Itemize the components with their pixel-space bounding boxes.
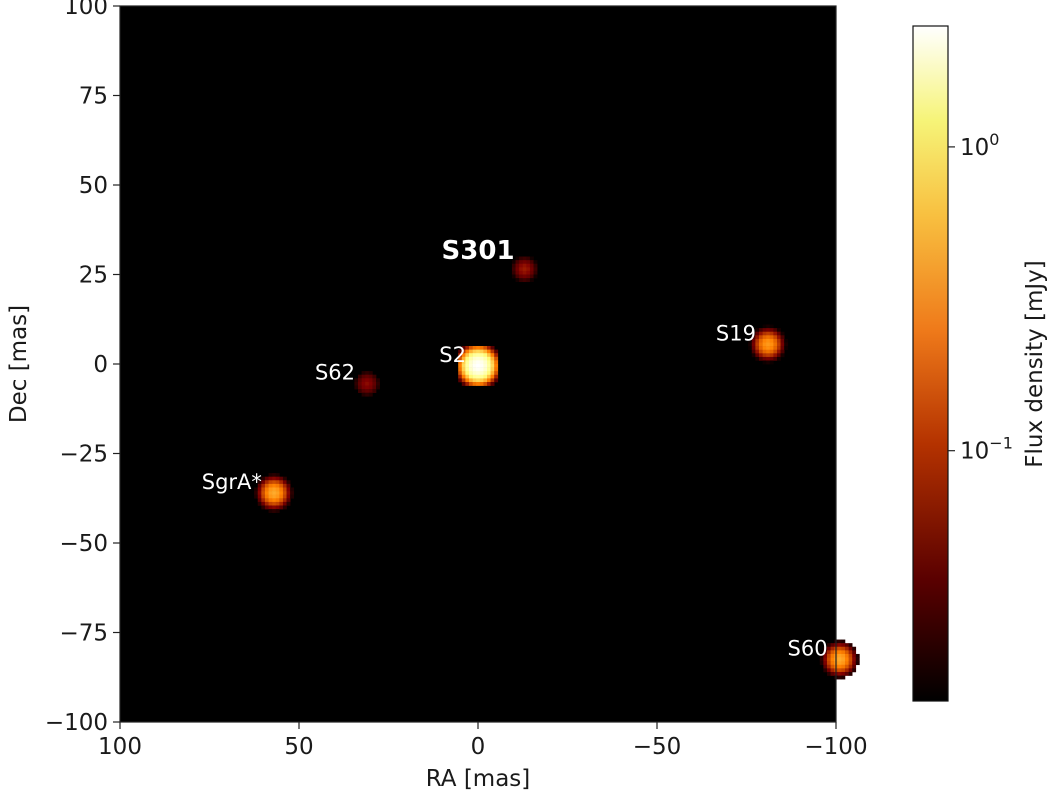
x-tick-label: 100 bbox=[98, 734, 142, 760]
x-tick-label: 0 bbox=[471, 734, 486, 760]
colorbar bbox=[912, 25, 949, 702]
source-s301 bbox=[511, 256, 538, 283]
x-axis-ticks: 100 50 0 −50 −100 bbox=[98, 722, 868, 760]
y-tick-label: 50 bbox=[79, 173, 108, 199]
source-label: S2 bbox=[439, 343, 466, 367]
y-tick-label: 100 bbox=[64, 0, 108, 20]
x-tick-label: −100 bbox=[804, 734, 867, 760]
y-axis-label: Dec [mas] bbox=[6, 305, 32, 423]
x-axis-label: RA [mas] bbox=[426, 766, 531, 792]
x-tick-label: 50 bbox=[284, 734, 313, 760]
source-s19 bbox=[748, 324, 789, 365]
source-sgra bbox=[254, 473, 295, 513]
source-label: S60 bbox=[788, 636, 828, 660]
colorbar-tick-label: 100 bbox=[960, 130, 999, 161]
y-tick-label: −75 bbox=[59, 621, 108, 647]
source-label: SgrA* bbox=[202, 470, 262, 494]
source-s62 bbox=[354, 371, 380, 397]
y-tick-label: 0 bbox=[93, 352, 108, 378]
y-axis-ticks: 100 75 50 25 0 −25 −50 −75 −100 bbox=[45, 0, 120, 736]
y-tick-label: −25 bbox=[59, 442, 108, 468]
source-labels: S301 S2 S62 S19 SgrA* S60 bbox=[202, 236, 828, 660]
x-tick-label: −50 bbox=[633, 734, 682, 760]
source-s2 bbox=[458, 345, 499, 386]
source-label: S62 bbox=[315, 361, 355, 385]
y-tick-label: 25 bbox=[79, 263, 108, 289]
y-tick-label: −50 bbox=[59, 531, 108, 557]
colorbar-ticks: 100 10−1 bbox=[948, 130, 1013, 465]
colorbar-tick-label: 10−1 bbox=[960, 434, 1013, 465]
y-tick-label: 75 bbox=[79, 84, 108, 110]
y-tick-label: −100 bbox=[45, 710, 108, 736]
colorbar-label: Flux density [mJy] bbox=[1022, 260, 1048, 468]
source-label: S19 bbox=[716, 321, 756, 345]
source-label: S301 bbox=[442, 236, 515, 266]
